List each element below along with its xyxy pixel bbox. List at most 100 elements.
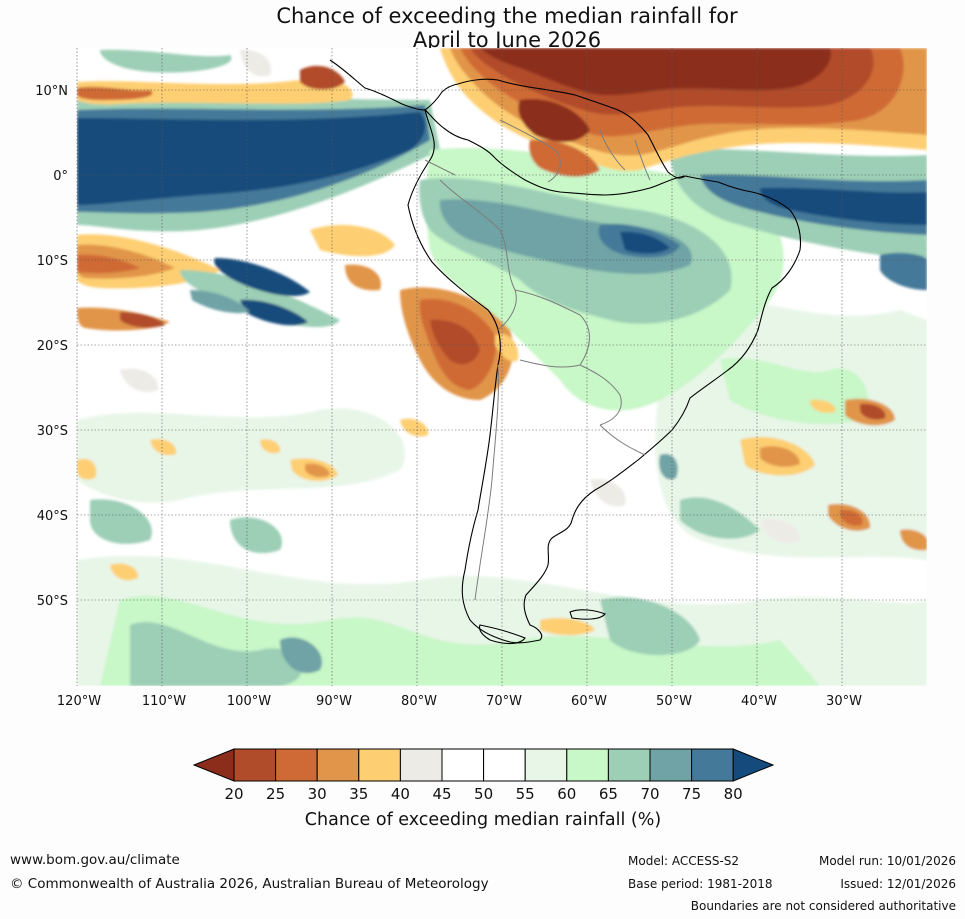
- region-rust-10s-pacific: [77, 254, 140, 274]
- region-orange-spac-3: [400, 418, 429, 437]
- website-link[interactable]: www.bom.gov.au/climate: [10, 852, 180, 868]
- colorbar-tick-40: 40: [391, 785, 410, 803]
- region-orange-ntrop-pacific: [77, 78, 353, 105]
- lat-label-10s: 10°S: [37, 254, 68, 269]
- colorbar-swatch-45-50: [441, 748, 485, 782]
- map-panel: 10°N 0° 10°S 20°S 30°S 40°S 50°S 120°W 1…: [35, 48, 927, 709]
- lon-label-50w: 50°W: [656, 694, 692, 709]
- region-orange-spac-1b: [305, 463, 330, 478]
- longitude-labels: 120°W 110°W 100°W 90°W 80°W 70°W 60°W 50…: [57, 694, 862, 709]
- colorbar-swatch-40-45: [399, 748, 443, 782]
- lat-label-0: 0°: [53, 169, 68, 184]
- region-rust-satl-3: [860, 403, 886, 420]
- colorbar-tick-45: 45: [432, 785, 451, 803]
- colorbar-tick-65: 65: [599, 785, 618, 803]
- region-teal-pacific-mid2: [230, 517, 282, 554]
- region-orange-spac-2: [110, 563, 139, 581]
- lon-label-70w: 70°W: [486, 694, 522, 709]
- region-brown-atacama: [430, 319, 480, 365]
- latitude-labels: 10°N 0° 10°S 20°S 30°S 40°S 50°S: [35, 84, 68, 609]
- colorbar-tick-35: 35: [349, 785, 368, 803]
- issued-text: Issued: 12/01/2026: [840, 877, 956, 891]
- colorbar-tick-80: 80: [724, 785, 743, 803]
- colorbar-swatch-25-30: [275, 748, 318, 782]
- national-borders: [424, 119, 651, 601]
- lat-label-50s: 50°S: [37, 594, 68, 609]
- lon-label-40w: 40°W: [741, 694, 777, 709]
- colorbar-swatch-20-25: [233, 748, 277, 782]
- colorbar-swatch-30-35: [316, 748, 360, 782]
- region-orange-satl-5: [900, 529, 927, 551]
- region-rust-colombia: [529, 139, 600, 177]
- region-brown-ntrop-pacific: [300, 65, 345, 90]
- lon-label-90w: 90°W: [316, 694, 352, 709]
- colorbar-tick-60: 60: [557, 785, 576, 803]
- region-rust-satl-4: [840, 509, 863, 526]
- border-chile-argentina: [474, 364, 499, 601]
- colorbar-tick-70: 70: [640, 785, 659, 803]
- colorbar-tick-55: 55: [516, 785, 535, 803]
- colorbar-tick-75: 75: [682, 785, 701, 803]
- region-orange-peru-2: [345, 264, 381, 291]
- region-orange-satl-6: [810, 399, 836, 413]
- region-orange-spac-4: [260, 439, 281, 454]
- lon-label-120w: 120°W: [57, 694, 101, 709]
- region-teal-south-2: [600, 597, 700, 655]
- colorbar-tick-25: 25: [266, 785, 285, 803]
- colorbar-swatch-55-60: [524, 748, 568, 782]
- region-yellow-bolivia: [495, 334, 519, 362]
- region-orange-peru: [310, 225, 395, 257]
- border-ecuador: [424, 159, 456, 176]
- lon-label-30w: 30°W: [826, 694, 862, 709]
- coastline-central-america: [329, 59, 459, 111]
- colorbar-under-arrow: [192, 748, 235, 782]
- colorbar-over-arrow: [732, 748, 775, 782]
- border-paraguay: [579, 364, 622, 426]
- region-teal-north-pacific: [100, 49, 232, 73]
- lon-label-60w: 60°W: [571, 694, 607, 709]
- lat-label-20s: 20°S: [37, 339, 68, 354]
- disclaimer-text: Boundaries are not considered authoritat…: [690, 899, 956, 913]
- coastline-south-america: [407, 108, 802, 644]
- region-teal-streak-se-pacific: [180, 270, 340, 328]
- region-grey-3: [120, 368, 159, 392]
- model-text: Model: ACCESS-S2: [628, 854, 740, 868]
- lat-label-40s: 40°S: [37, 509, 68, 524]
- region-orange-spac-5: [77, 458, 97, 480]
- region-orange-south-argentina: [540, 618, 595, 636]
- border-uruguay: [599, 424, 646, 456]
- colorbar-swatch-65-70: [607, 748, 651, 782]
- colorbar-swatch-50-55: [483, 748, 526, 782]
- border-guianas: [599, 129, 651, 181]
- region-navy-eq-atlantic: [760, 187, 927, 225]
- colorbar-swatch-75-80: [691, 748, 734, 782]
- region-orange-spac-6: [150, 438, 177, 456]
- region-grey-1: [590, 479, 626, 507]
- colorbar-tick-50: 50: [474, 785, 493, 803]
- graticule: [76, 48, 927, 686]
- region-teal-atlantic-2: [659, 453, 678, 480]
- border-bolivia: [514, 289, 590, 368]
- region-blue-streak-se-pacific-1: [214, 258, 310, 297]
- coastline-falklands: [569, 609, 606, 620]
- region-teal-streak-se-pacific-3: [190, 290, 250, 314]
- colorbar-swatch-70-75: [649, 748, 693, 782]
- border-peru-brazil: [439, 179, 517, 331]
- colorbar-tick-30: 30: [308, 785, 327, 803]
- coastline-tierra-del-fuego: [478, 624, 526, 645]
- map-title: Chance of exceeding the median rainfall …: [0, 4, 965, 52]
- region-teal-south-1: [130, 622, 302, 686]
- region-teal-pacific-mid: [90, 499, 152, 544]
- region-rust-17s-pacific: [120, 312, 165, 328]
- colorbar-ticks: 20 25 30 35 40 45 50 55 60 65 70 75 80: [224, 785, 742, 803]
- colorbar-swatch-35-40: [358, 748, 401, 782]
- border-colombia-venezuela: [499, 119, 561, 183]
- lat-label-30s: 30°S: [37, 424, 68, 439]
- lat-label-10n: 10°N: [35, 84, 68, 99]
- region-grey-2: [760, 518, 800, 544]
- rainfall-probability-field: [77, 48, 927, 686]
- lon-label-80w: 80°W: [401, 694, 437, 709]
- base-period-text: Base period: 1981-2018: [628, 877, 773, 891]
- lon-label-100w: 100°W: [227, 694, 271, 709]
